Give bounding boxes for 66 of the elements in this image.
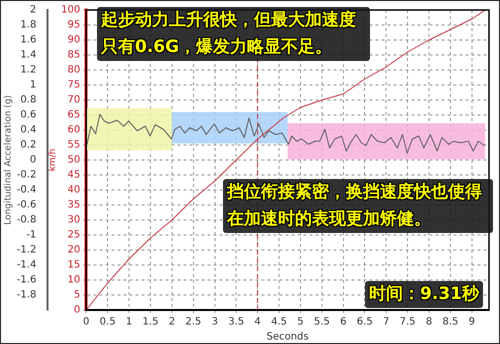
y2-tick-label: 35 [67, 200, 80, 211]
x-tick-label: 4 [254, 316, 261, 328]
y-tick-label: 0.4 [20, 124, 36, 136]
x-tick-label: 2.5 [185, 316, 202, 328]
y-tick-label: 1.4 [20, 50, 36, 61]
y-tick-label: -1.8 [16, 290, 36, 301]
y-tick-label: 1.8 [20, 20, 36, 31]
x-tick-label: 6.5 [356, 316, 373, 328]
y2-axis-title: km/h [48, 148, 58, 172]
y2-tick-label: 20 [67, 244, 80, 256]
x-tick-label: 7 [382, 316, 390, 328]
y-tick-label: 2 [30, 4, 36, 16]
y2-tick-label: 5 [74, 290, 80, 301]
y-tick-label: -0.6 [16, 200, 36, 211]
y-tick-label: -0.4 [16, 184, 36, 196]
y2-tick-label: 55 [67, 140, 80, 151]
y-tick-label: 1.6 [20, 34, 36, 46]
y-tick-label: -1.2 [16, 244, 36, 256]
y2-tick-label: 100 [61, 4, 80, 16]
y2-tick-label: 30 [67, 214, 80, 226]
annotation: 时间：9.31秒 [365, 281, 483, 308]
y2-tick-label: 75 [67, 80, 80, 91]
y2-tick-label: 80 [67, 64, 80, 76]
y2-tick-label: 65 [67, 110, 80, 121]
y2-tick-label: 15 [67, 260, 80, 271]
x-tick-label: 0.5 [100, 316, 116, 328]
x-tick-label: 2 [168, 316, 176, 328]
y-tick-label: -0.8 [16, 214, 36, 226]
y2-tick-label: 85 [67, 50, 80, 61]
y2-tick-label: 45 [67, 170, 80, 181]
x-tick-label: 8 [426, 316, 432, 328]
x-tick-label: 0 [83, 316, 90, 328]
y2-tick-label: 95 [67, 20, 80, 31]
x-tick-label: 5 [297, 316, 304, 328]
x-axis-title: Seconds [266, 332, 309, 343]
y-tick-label: 0.8 [20, 94, 36, 106]
y-tick-label: 1 [30, 80, 36, 91]
y-tick-label: -1.4 [16, 260, 36, 271]
x-tick-label: 7.5 [400, 316, 416, 328]
x-tick-label: 4.5 [271, 316, 287, 328]
x-tick-label: 6 [340, 316, 346, 328]
y2-tick-label: 25 [67, 230, 80, 241]
y2-tick-label: 0 [74, 304, 80, 316]
x-tick-label: 1.5 [142, 316, 158, 328]
annotation: 挡位衔接紧密，换挡速度快也使得在加速时的表现更加矫健。 [223, 179, 493, 233]
y-tick-label: -0.2 [16, 170, 36, 181]
y-tick-label: 0.2 [20, 140, 36, 151]
x-tick-label: 9 [468, 316, 476, 328]
y2-tick-label: 60 [67, 124, 80, 136]
y-tick-label: 1.2 [20, 64, 36, 76]
x-tick-label: 3 [212, 316, 218, 328]
y2-tick-label: 70 [67, 94, 80, 106]
y-axis-title: Longitudinal Acceleration (g) [4, 95, 14, 225]
y2-tick-label: 90 [67, 34, 80, 46]
y-tick-label: -1 [26, 230, 36, 241]
y-tick-label: -1.6 [16, 274, 36, 286]
annotation: 起步动力上升很快，但最大加速度只有0.6G，爆发力略显不足。 [97, 7, 370, 61]
y2-tick-label: 10 [67, 274, 80, 286]
y-tick-label: 0.6 [20, 110, 36, 121]
y-tick-label: 0 [30, 154, 36, 166]
y2-tick-label: 40 [67, 184, 80, 196]
x-tick-label: 3.5 [228, 316, 244, 328]
y2-tick-label: 50 [67, 154, 80, 166]
x-tick-label: 8.5 [442, 316, 458, 328]
x-tick-label: 1 [126, 316, 132, 328]
x-tick-label: 5.5 [314, 316, 330, 328]
